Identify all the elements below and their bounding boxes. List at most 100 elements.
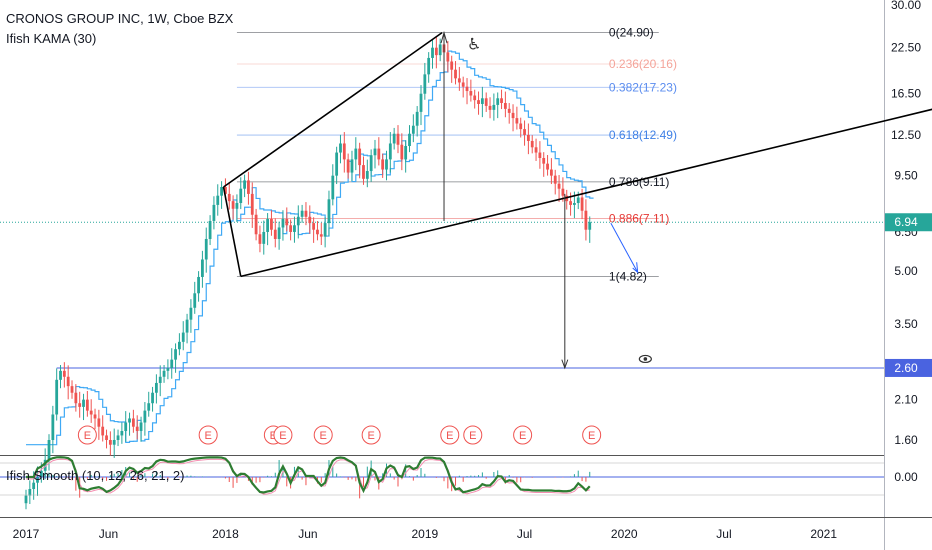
candle-56 xyxy=(239,177,243,210)
candle-body-108 xyxy=(438,44,442,56)
y-tick-10: 1.60 xyxy=(894,433,918,447)
candle-body-116 xyxy=(469,91,473,96)
candle-118 xyxy=(477,91,480,115)
fib-level-label-4: 0.786(9.11) xyxy=(609,175,670,189)
candle-body-46 xyxy=(201,259,204,277)
candle-78 xyxy=(323,217,327,248)
candle-body-78 xyxy=(323,223,327,237)
candle-31 xyxy=(143,401,147,436)
candle-body-40 xyxy=(178,341,181,350)
wheelchair-icon: ♿ xyxy=(467,35,481,54)
candle-20 xyxy=(101,415,105,442)
candle-body-1 xyxy=(28,489,32,496)
candle-body-101 xyxy=(411,125,415,134)
candle-body-21 xyxy=(105,435,108,440)
candle-body-13 xyxy=(74,392,78,404)
candle-13 xyxy=(74,384,78,412)
candle-93 xyxy=(381,153,385,178)
candle-body-33 xyxy=(151,392,154,404)
candle-121 xyxy=(488,97,492,119)
y-tick-2: 16.50 xyxy=(891,87,921,101)
candle-119 xyxy=(480,86,484,118)
candle-body-57 xyxy=(243,180,246,189)
candle-117 xyxy=(473,89,477,109)
candle-body-135 xyxy=(542,157,546,164)
candle-92 xyxy=(377,137,381,166)
earnings-label-9: E xyxy=(588,430,595,442)
candle-body-66 xyxy=(277,227,281,239)
candle-body-94 xyxy=(385,159,388,170)
candle-body-14 xyxy=(78,403,82,407)
candle-body-52 xyxy=(224,187,227,194)
current-price-label: 6.94 xyxy=(894,215,918,229)
candle-body-24 xyxy=(116,435,120,440)
y-tick-1: 22.50 xyxy=(891,41,921,55)
candle-59 xyxy=(250,182,254,228)
candle-83 xyxy=(342,132,346,173)
candle-body-63 xyxy=(266,218,270,232)
candle-74 xyxy=(308,205,312,234)
candle-body-20 xyxy=(101,426,105,436)
trend-line-1 xyxy=(240,108,932,278)
candle-body-48 xyxy=(208,220,212,239)
candle-body-86 xyxy=(354,148,358,160)
candle-body-129 xyxy=(519,123,523,130)
candle-body-72 xyxy=(300,210,304,217)
candle-7 xyxy=(51,405,55,454)
candle-body-10 xyxy=(62,370,66,377)
candle-120 xyxy=(484,92,488,112)
candle-131 xyxy=(526,123,530,155)
candle-body-65 xyxy=(273,229,277,239)
candle-129 xyxy=(519,117,523,138)
candle-28 xyxy=(131,409,135,433)
candle-body-88 xyxy=(362,165,365,179)
candle-body-134 xyxy=(538,152,542,158)
kama-line xyxy=(26,50,594,446)
candle-body-3 xyxy=(36,476,39,483)
candle-body-5 xyxy=(43,459,47,471)
earnings-label-3: E xyxy=(279,430,286,442)
candle-106 xyxy=(431,39,434,69)
candle-71 xyxy=(296,205,300,239)
x-tick-3: Jun xyxy=(298,527,317,541)
candle-body-34 xyxy=(154,382,158,393)
y-tick-7: 3.50 xyxy=(894,317,918,331)
candle-107 xyxy=(434,36,438,69)
x-tick-1: Jun xyxy=(99,527,118,541)
candle-63 xyxy=(266,213,270,246)
candle-body-79 xyxy=(327,199,331,224)
candle-43 xyxy=(189,299,193,333)
candle-111 xyxy=(450,55,454,83)
candle-134 xyxy=(538,141,542,169)
candle-65 xyxy=(273,218,277,248)
candle-body-28 xyxy=(131,418,135,427)
candle-body-98 xyxy=(400,144,404,160)
candle-body-76 xyxy=(316,229,319,235)
candle-body-128 xyxy=(515,118,519,124)
candle-146 xyxy=(584,199,588,241)
candle-body-144 xyxy=(576,197,580,204)
candle-body-67 xyxy=(281,218,285,228)
candle-98 xyxy=(400,133,404,171)
candle-21 xyxy=(105,429,108,449)
earnings-circle-4 xyxy=(313,425,333,445)
trend-line-0 xyxy=(223,31,443,188)
candle-11 xyxy=(66,365,70,400)
candle-body-35 xyxy=(158,376,162,383)
candle-114 xyxy=(461,76,465,98)
candle-81 xyxy=(335,146,339,185)
candle-9 xyxy=(59,365,62,389)
candle-body-113 xyxy=(457,78,461,83)
candle-38 xyxy=(170,348,174,379)
candle-body-82 xyxy=(339,143,342,153)
earnings-label-8: E xyxy=(519,430,526,442)
candle-body-43 xyxy=(189,307,193,320)
earnings-marker-5: E xyxy=(361,425,381,445)
candle-body-122 xyxy=(492,104,496,110)
candle-27 xyxy=(128,412,131,436)
candle-body-53 xyxy=(227,193,231,202)
candle-body-127 xyxy=(511,112,515,119)
candle-12 xyxy=(70,380,74,399)
